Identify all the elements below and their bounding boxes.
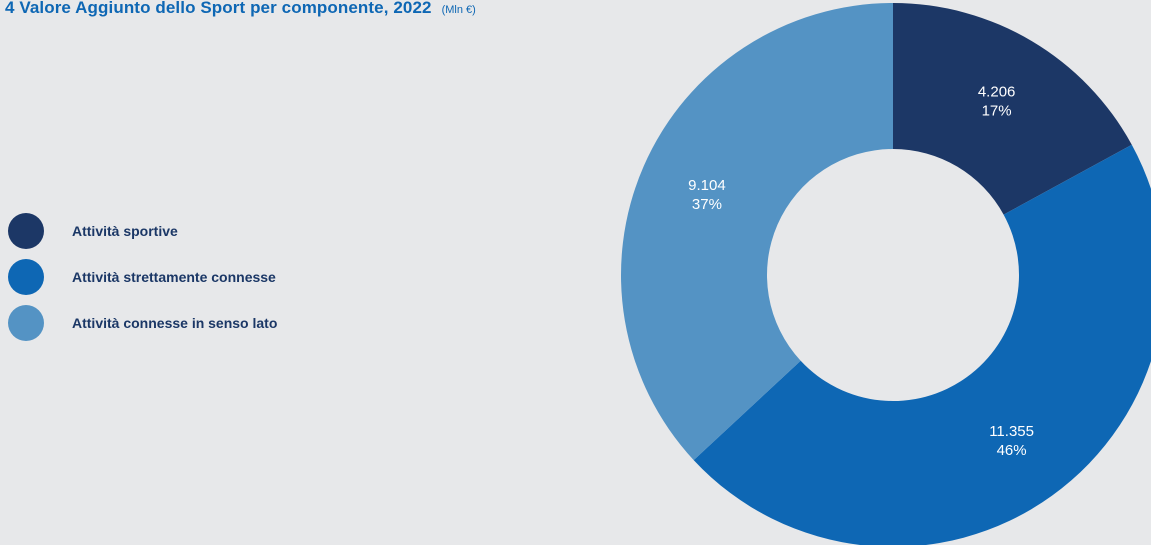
slice-percent-label: 46% [997, 442, 1027, 459]
slice-1 [893, 3, 1132, 215]
chart-title-text: G. 4 Valore Aggiunto dello Sport per com… [0, 0, 432, 17]
slice-percent-label: 17% [982, 102, 1012, 119]
legend-swatch [8, 213, 44, 249]
legend: Attività sportive Attività strettamente … [8, 208, 277, 346]
legend-label: Attività sportive [72, 223, 178, 239]
legend-item-attivita-strettamente-connesse: Attività strettamente connesse [8, 254, 277, 300]
slice-2 [693, 144, 1151, 545]
chart-title: G. 4 Valore Aggiunto dello Sport per com… [0, 0, 476, 18]
slice-percent-label: 37% [692, 196, 722, 213]
legend-item-attivita-connesse-lato: Attività connesse in senso lato [8, 300, 277, 346]
slice-value-label: 11.355 [989, 423, 1034, 440]
slice-value-label: 9.104 [688, 177, 726, 194]
legend-swatch [8, 259, 44, 295]
legend-item-attivita-sportive: Attività sportive [8, 208, 277, 254]
chart-unit: (Mln €) [441, 4, 476, 16]
slice-3 [621, 3, 893, 461]
legend-swatch [8, 305, 44, 341]
slice-value-label: 4.206 [978, 83, 1016, 100]
legend-label: Attività strettamente connesse [72, 269, 276, 285]
legend-label: Attività connesse in senso lato [72, 315, 278, 331]
